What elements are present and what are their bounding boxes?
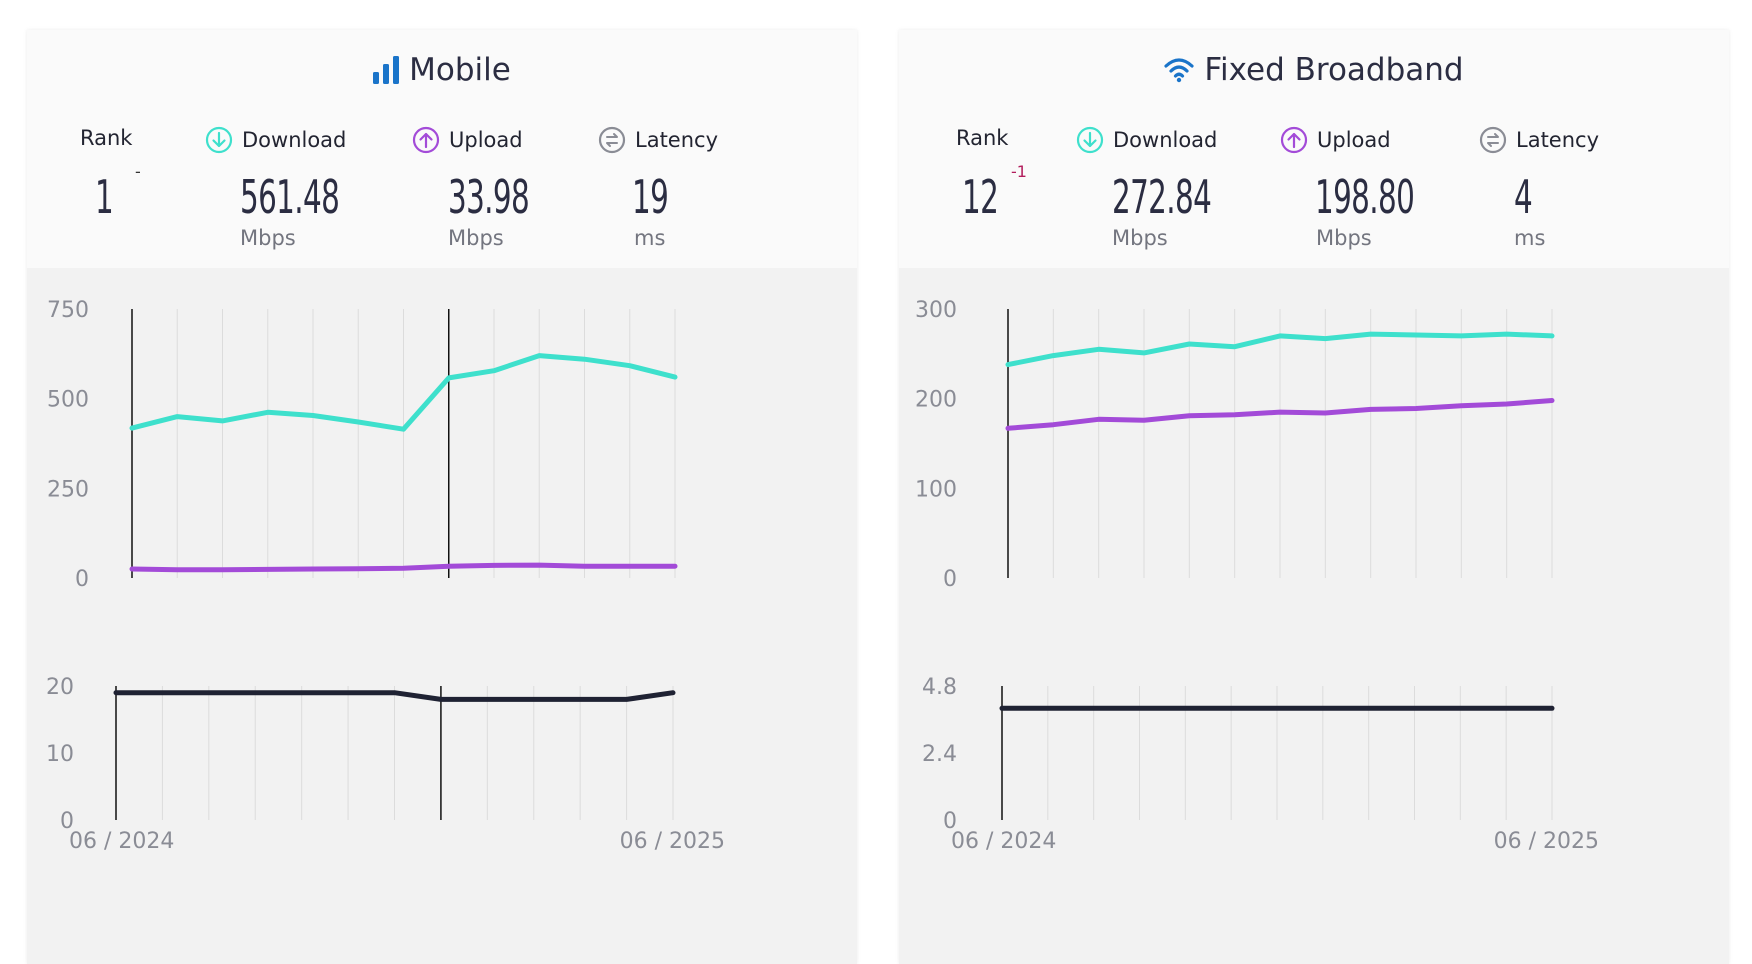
latency-icon: [1479, 126, 1507, 154]
mobile-summary: Mobile Rank 1 - Download 561.48 Mbps Upl…: [27, 30, 857, 268]
fixed-speed-plot: 300 200 100 0: [915, 298, 1555, 592]
mobile-upload-value: 33.98: [448, 170, 530, 224]
latency-series-line: [113, 690, 676, 702]
mobile-upload-label-text: Upload: [449, 128, 523, 152]
mobile-latency-label-text: Latency: [635, 128, 719, 152]
upload-icon: [412, 126, 440, 154]
mobile-latency-value: 19: [632, 170, 669, 224]
fixed-title: Fixed Broadband: [899, 52, 1729, 88]
mobile-rank-value: 1: [95, 170, 114, 224]
fixed-upload-value: 198.80: [1315, 170, 1415, 224]
y-tick-label: 100: [915, 477, 957, 502]
fixed-latency-unit: ms: [1514, 226, 1546, 250]
mobile-title-text: Mobile: [409, 52, 511, 88]
upload-series-line: [1005, 398, 1555, 431]
fixed-rank-value: 12: [962, 170, 999, 224]
mobile-x-start-label: 06 / 2024: [69, 829, 174, 854]
fixed-latency-label-text: Latency: [1516, 128, 1600, 152]
mobile-latency-label: Latency: [598, 126, 718, 154]
y-tick-label: 20: [46, 675, 74, 700]
mobile-download-label: Download: [205, 126, 346, 154]
fixed-download-label-text: Download: [1113, 128, 1218, 152]
fixed-latency-value: 4: [1514, 170, 1533, 224]
mobile-card: Mobile Rank 1 - Download 561.48 Mbps Upl…: [27, 30, 857, 964]
y-tick-label: 10: [46, 742, 74, 767]
mobile-download-label-text: Download: [242, 128, 347, 152]
fixed-rank-change: -1: [1011, 162, 1027, 181]
download-series-line: [129, 353, 678, 432]
latency-icon: [598, 126, 626, 154]
fixed-card: Fixed Broadband Rank 12 -1 Download 272.…: [899, 30, 1729, 964]
y-tick-label: 500: [47, 388, 89, 413]
y-tick-label: 750: [47, 298, 89, 323]
fixed-upload-unit: Mbps: [1316, 226, 1372, 250]
fixed-download-label: Download: [1076, 126, 1217, 154]
download-icon: [205, 126, 233, 154]
fixed-latency-plot: 4.8 2.4 0: [922, 675, 1555, 834]
mobile-rank-change: -: [135, 162, 141, 181]
mobile-title: Mobile: [27, 52, 857, 88]
fixed-upload-label-text: Upload: [1317, 128, 1391, 152]
y-tick-label: 0: [75, 567, 89, 592]
fixed-title-text: Fixed Broadband: [1204, 52, 1464, 88]
upload-icon: [1280, 126, 1308, 154]
fixed-latency-label: Latency: [1479, 126, 1599, 154]
y-tick-label: 250: [47, 477, 89, 502]
fixed-x-end-label: 06 / 2025: [1494, 829, 1599, 854]
y-tick-label: 0: [943, 567, 957, 592]
signal-bars-icon: [373, 56, 400, 84]
y-tick-label: 0: [943, 809, 957, 834]
upload-series-line: [129, 562, 678, 573]
mobile-download-value: 561.48: [240, 170, 340, 224]
mobile-download-unit: Mbps: [240, 226, 296, 250]
y-tick-label: 2.4: [922, 742, 957, 767]
mobile-upload-label: Upload: [412, 126, 523, 154]
fixed-summary: Fixed Broadband Rank 12 -1 Download 272.…: [899, 30, 1729, 268]
download-series-line: [1005, 331, 1555, 368]
mobile-latency-unit: ms: [634, 226, 666, 250]
fixed-download-value: 272.84: [1112, 170, 1212, 224]
fixed-rank-label: Rank: [956, 126, 1009, 150]
wifi-icon: [1164, 58, 1195, 83]
fixed-upload-label: Upload: [1280, 126, 1391, 154]
y-tick-label: 200: [915, 388, 957, 413]
mobile-x-end-label: 06 / 2025: [620, 829, 725, 854]
mobile-latency-plot: 20 10 0: [46, 675, 676, 834]
mobile-speed-plot: 750 500 250 0: [47, 298, 678, 592]
mobile-rank-label: Rank: [80, 126, 133, 150]
y-tick-label: 0: [60, 809, 74, 834]
fixed-download-unit: Mbps: [1112, 226, 1168, 250]
y-tick-label: 300: [915, 298, 957, 323]
y-tick-label: 4.8: [922, 675, 957, 700]
fixed-x-start-label: 06 / 2024: [951, 829, 1056, 854]
download-icon: [1076, 126, 1104, 154]
mobile-upload-unit: Mbps: [448, 226, 504, 250]
